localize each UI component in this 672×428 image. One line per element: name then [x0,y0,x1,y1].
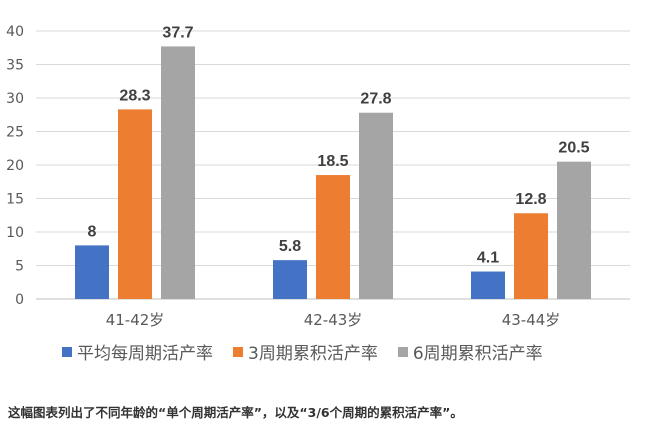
bar [471,271,505,299]
data-label: 27.8 [360,91,391,108]
legend-swatch-series-2 [233,346,243,357]
bar [75,245,109,299]
y-tick-label: 20 [6,158,24,174]
chart-legend: 平均每周期活产率 3周期累积活产率 6周期累积活产率 [62,339,563,364]
y-tick-label: 0 [15,292,24,308]
legend-item-series-1: 平均每周期活产率 [62,339,213,364]
y-tick-label: 15 [6,192,24,208]
y-tick-label: 40 [6,24,24,40]
data-label: 20.5 [558,140,589,157]
bar [118,109,152,299]
bar [273,260,307,299]
data-label: 18.5 [317,153,348,170]
x-tick-label: 43-44岁 [502,311,561,329]
bar [161,46,195,299]
legend-label-series-3: 6周期累积活产率 [412,344,543,364]
bar [514,213,548,299]
legend-item-series-3: 6周期累积活产率 [397,339,543,364]
legend-item-series-2: 3周期累积活产率 [233,339,378,364]
legend-label-series-1: 平均每周期活产率 [77,344,213,364]
legend-label-series-2: 3周期累积活产率 [248,344,378,364]
y-tick-label: 25 [6,125,24,141]
bar [557,161,591,299]
legend-swatch-series-1 [62,346,72,357]
y-tick-label: 30 [6,91,24,107]
y-tick-label: 35 [6,58,24,74]
data-label: 12.8 [515,191,546,208]
data-label: 8 [88,223,97,240]
y-tick-label: 10 [6,225,24,241]
y-tick-label: 5 [15,259,24,275]
data-label: 28.3 [119,87,150,104]
data-label: 37.7 [162,24,193,41]
data-label: 5.8 [279,238,301,255]
legend-swatch-series-3 [397,346,408,357]
bar-chart: 0 5 10 15 20 25 30 35 40 8 28.3 37.7 41-42岁 5.8 18.5 27… [6,24,630,329]
x-tick-label: 42-43岁 [304,311,363,329]
chart-caption: 这幅图表列出了不同年龄的“单个周期活产率”，以及“3/6个周期的累积活产率”。 [8,405,463,420]
bar [316,175,350,299]
bar [359,112,393,300]
data-label: 4.1 [477,250,499,267]
x-tick-label: 41-42岁 [106,311,165,329]
